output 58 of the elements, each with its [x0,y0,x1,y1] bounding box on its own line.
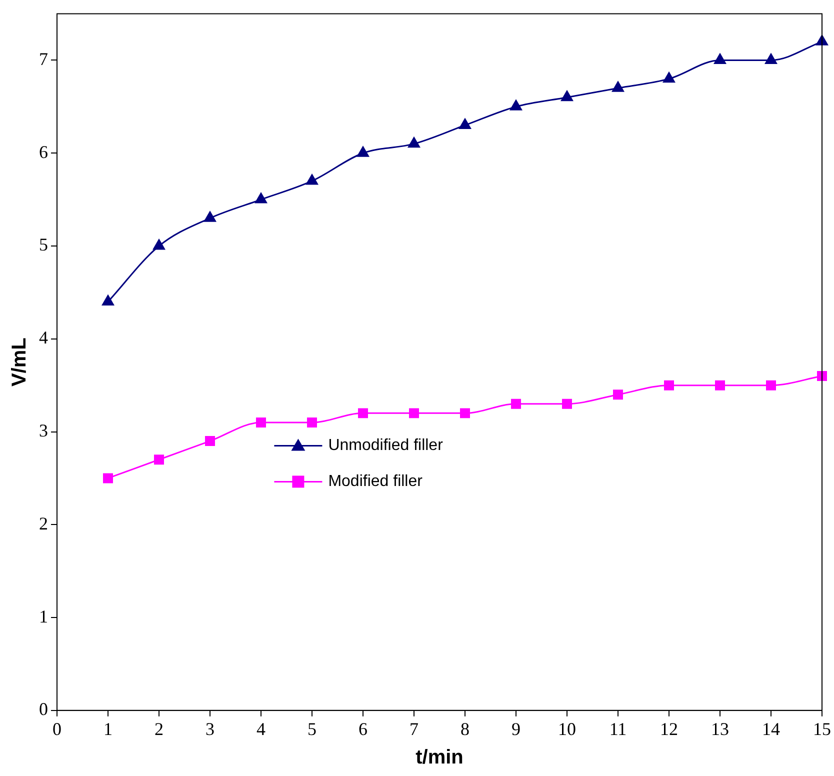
point [256,417,266,428]
point [358,408,368,418]
point [408,137,420,148]
x-tick-label: 3 [206,718,214,739]
x-tick-label: 0 [52,718,62,739]
y-tick-label: 5 [39,234,48,255]
x-tick-label: 7 [410,718,418,739]
point [561,90,573,102]
point [663,72,675,83]
x-tick-label: 4 [256,718,266,739]
x-tick-label: 1 [104,718,112,739]
point [664,380,674,390]
x-tick-label: 15 [813,718,831,739]
x-tick-label: 8 [460,718,470,739]
point [612,81,624,92]
x-tick-label: 12 [660,718,678,739]
y-tick-label: 6 [39,142,48,162]
y-axis-title: V/mL [8,338,31,387]
x-tick-label: 5 [308,718,316,739]
x-tick-label: 14 [762,718,780,739]
point [102,294,114,306]
point [204,211,216,222]
point [255,192,267,204]
x-tick-label: 9 [512,718,520,739]
point [103,473,113,484]
point [154,454,164,465]
point [205,436,215,446]
point [715,380,725,390]
point [460,408,470,418]
point [817,371,827,382]
point [714,53,726,64]
x-tick-label: 6 [358,718,368,739]
y-tick-label: 4 [39,328,48,348]
y-tick-label: 2 [39,513,48,534]
x-tick-label: 11 [609,718,627,739]
point [307,417,317,428]
point [511,398,521,409]
y-tick-label: 3 [39,420,48,440]
y-tick-label: 0 [39,699,48,720]
y-tick-label: 7 [39,48,48,69]
legend-label: Unmodified filler [328,437,444,454]
x-tick-label: 2 [154,718,164,739]
point [765,53,777,64]
point [409,408,419,418]
y-tick-label: 1 [39,606,48,626]
point [153,239,165,250]
point [562,398,572,409]
point [306,174,318,185]
point [766,380,776,390]
point [459,118,471,130]
x-axis-title: t/min [416,746,464,769]
x-tick-label: 10 [558,718,576,739]
point [510,100,522,110]
point [816,34,828,46]
legend-label: Modified filler [328,473,424,490]
point [613,390,623,400]
x-tick-label: 13 [711,718,729,739]
point [357,146,369,157]
